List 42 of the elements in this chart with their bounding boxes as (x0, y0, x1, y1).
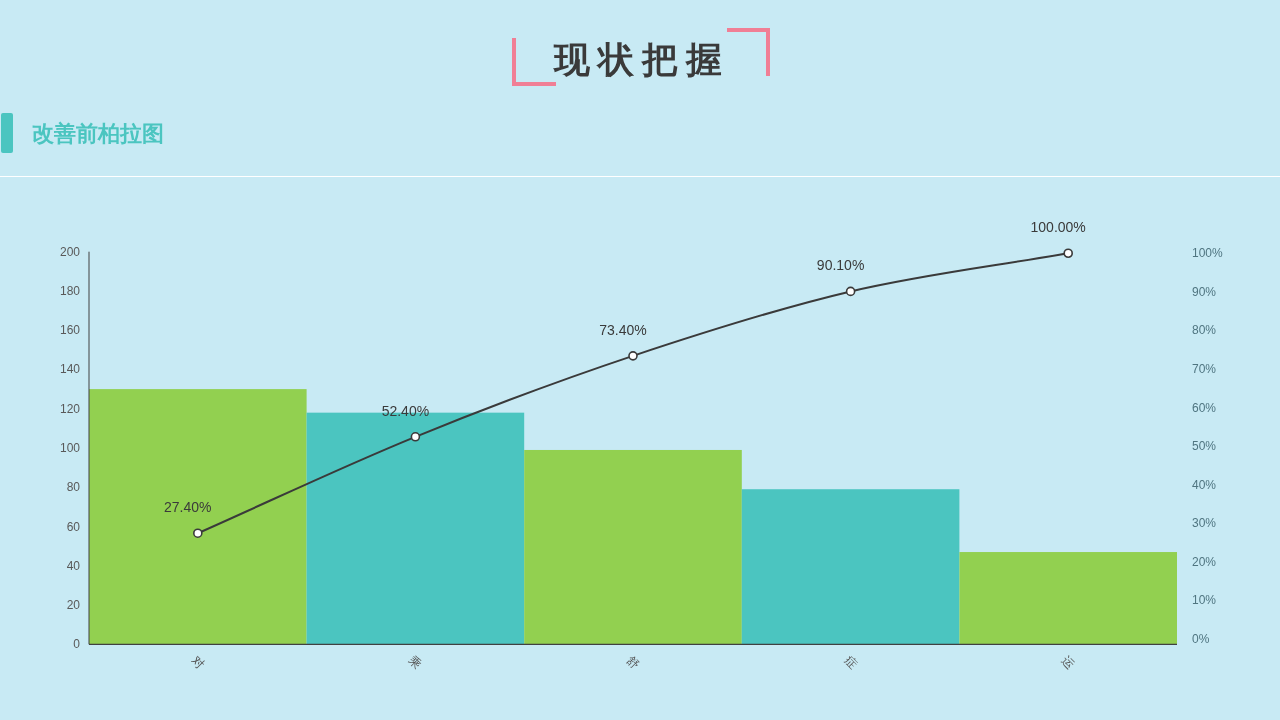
x-tick-label: 运 (1059, 653, 1078, 672)
y-tick-label: 140 (59, 362, 81, 377)
y-tick-label: 60 (66, 519, 81, 534)
x-tick-label: 症 (841, 653, 860, 672)
y-tick-label: 40 (66, 558, 81, 573)
y2-tick-label: 0% (1192, 631, 1210, 646)
point (410, 432, 421, 442)
y2-tick-label: 40% (1192, 477, 1217, 492)
x-tick-label: 乘 (406, 653, 425, 672)
chart-title: 现状把握 (552, 39, 730, 80)
y2-tick-label: 90% (1192, 284, 1217, 299)
y-tick-label: 200 (59, 244, 81, 259)
bar (959, 552, 1177, 645)
y-tick-label: 120 (59, 401, 81, 416)
x-tick-label: 舒 (623, 653, 643, 672)
bar (89, 389, 307, 645)
y-tick-label: 80 (66, 480, 81, 495)
data-label: 73.40% (599, 321, 647, 338)
point (845, 286, 856, 297)
y2-tick-label: 70% (1192, 361, 1217, 376)
y2-tick-label: 20% (1192, 554, 1217, 569)
point (628, 351, 638, 361)
y2-tick-label: 50% (1192, 439, 1217, 454)
y-tick-label: 160 (59, 323, 81, 338)
y-tick-label: 20 (66, 598, 81, 613)
x-tick-label: 对 (188, 653, 207, 672)
data-label: 27.40% (164, 499, 212, 516)
point (193, 528, 203, 539)
y2-tick-label: 30% (1192, 516, 1217, 531)
chart-subtitle: 改善前柏拉图 (32, 121, 164, 146)
y-tick-label: 0 (73, 637, 81, 652)
bar (524, 449, 742, 645)
y-tick-label: 180 (59, 283, 81, 298)
data-label: 90.10% (816, 257, 865, 274)
y-tick-label: 100 (59, 441, 81, 455)
y2-tick-label: 10% (1192, 593, 1217, 608)
y2-tick-label: 80% (1192, 323, 1217, 338)
data-label: 100.00% (1030, 219, 1086, 236)
y2-tick-label: 60% (1192, 400, 1217, 415)
point (1063, 248, 1073, 259)
y2-tick-label: 100% (1192, 246, 1224, 261)
bar (741, 489, 960, 645)
